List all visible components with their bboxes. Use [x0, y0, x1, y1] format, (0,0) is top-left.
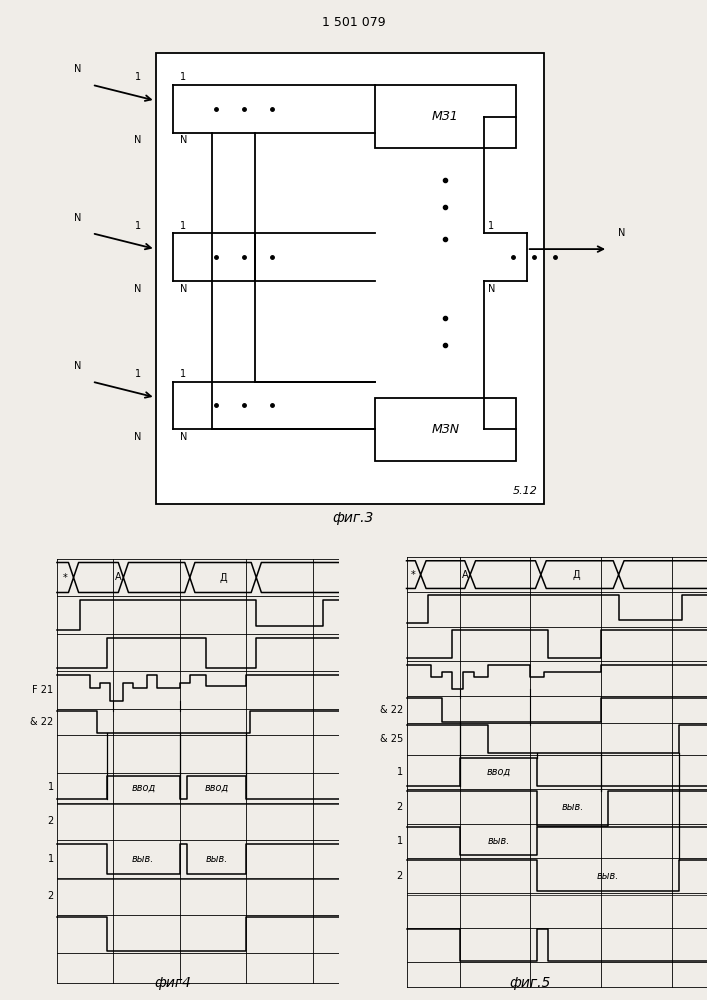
Bar — [375, 397, 516, 461]
Text: 2: 2 — [397, 802, 403, 812]
Text: выв.: выв. — [132, 854, 155, 864]
Text: N: N — [180, 284, 187, 294]
Text: 1: 1 — [180, 221, 187, 231]
Text: А: А — [115, 572, 122, 582]
Text: 5.12: 5.12 — [513, 486, 537, 496]
Text: Д: Д — [573, 570, 580, 580]
Text: Д: Д — [219, 572, 227, 583]
Text: 1: 1 — [397, 767, 403, 777]
Text: N: N — [74, 361, 81, 371]
Text: 1: 1 — [135, 221, 141, 231]
Text: N: N — [134, 284, 141, 294]
Text: выв.: выв. — [561, 802, 584, 812]
Text: МЗN: МЗN — [431, 423, 460, 436]
Bar — [375, 85, 516, 148]
Text: N: N — [134, 432, 141, 442]
Text: выв.: выв. — [487, 836, 510, 846]
Text: 1: 1 — [180, 369, 187, 379]
Text: ввод: ввод — [204, 782, 228, 792]
Text: фиг.5: фиг.5 — [510, 976, 551, 990]
Text: 1: 1 — [180, 72, 187, 82]
Text: N: N — [180, 432, 187, 442]
Text: 1: 1 — [397, 836, 403, 846]
Bar — [156, 53, 544, 504]
Text: 2: 2 — [397, 871, 403, 881]
Text: 1 501 079: 1 501 079 — [322, 16, 385, 29]
Text: А: А — [462, 570, 468, 580]
Text: & 22: & 22 — [30, 717, 54, 727]
Text: выв.: выв. — [597, 871, 619, 881]
Text: N: N — [74, 64, 81, 74]
Text: N: N — [180, 135, 187, 145]
Text: F 21: F 21 — [33, 685, 54, 695]
Text: N: N — [488, 284, 495, 294]
Text: & 25: & 25 — [380, 734, 403, 744]
Text: 1: 1 — [488, 221, 494, 231]
Text: *: * — [411, 570, 416, 580]
Text: ввод: ввод — [486, 767, 510, 777]
Text: *: * — [63, 572, 68, 582]
Text: выв.: выв. — [205, 854, 228, 864]
Text: ввод: ввод — [132, 782, 156, 792]
Text: 2: 2 — [47, 891, 54, 901]
Text: N: N — [134, 135, 141, 145]
Text: 1: 1 — [135, 72, 141, 82]
Text: МЗ1: МЗ1 — [432, 110, 459, 123]
Text: фиг4: фиг4 — [155, 976, 192, 990]
Text: N: N — [74, 213, 81, 223]
Text: 2: 2 — [47, 816, 54, 826]
Text: фиг.3: фиг.3 — [333, 511, 374, 525]
Text: 1: 1 — [47, 782, 54, 792]
Text: N: N — [619, 229, 626, 238]
Text: 1: 1 — [47, 854, 54, 864]
Text: & 22: & 22 — [380, 705, 403, 715]
Text: 1: 1 — [135, 369, 141, 379]
